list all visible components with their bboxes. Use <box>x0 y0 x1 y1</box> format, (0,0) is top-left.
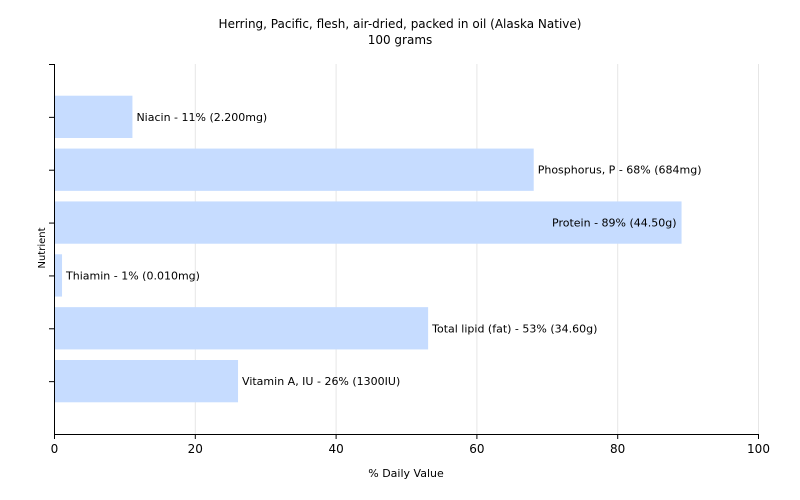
x-tick-label: 60 <box>469 442 484 456</box>
bar-label: Vitamin A, IU - 26% (1300IU) <box>242 375 400 388</box>
x-tick-label: 80 <box>610 442 625 456</box>
chart-subtitle: 100 grams <box>368 33 433 47</box>
bar-label: Total lipid (fat) - 53% (34.60g) <box>431 322 597 335</box>
bar <box>55 254 63 297</box>
x-tick-label: 0 <box>51 442 59 456</box>
bar <box>55 148 534 191</box>
x-tick-label: 40 <box>328 442 343 456</box>
chart-title: Herring, Pacific, flesh, air-dried, pack… <box>219 17 582 31</box>
x-tick-label: 20 <box>188 442 203 456</box>
bar-label: Niacin - 11% (2.200mg) <box>136 111 267 124</box>
bar-label: Protein - 89% (44.50g) <box>552 217 677 230</box>
bars: Niacin - 11% (2.200mg) Phosphorus, P - 68… <box>55 95 702 403</box>
bar <box>55 360 239 403</box>
bar-label: Thiamin - 1% (0.010mg) <box>65 269 200 282</box>
bar <box>55 307 429 350</box>
bar-label: Phosphorus, P - 68% (684mg) <box>538 164 702 177</box>
axes <box>49 64 759 435</box>
x-ticks: 0 20 40 60 80 100 <box>51 434 770 456</box>
bar <box>55 95 133 138</box>
y-axis-label: Nutrient <box>37 227 48 268</box>
bar <box>55 201 682 244</box>
x-tick-label: 100 <box>747 442 770 456</box>
x-axis-label: % Daily Value <box>368 467 444 480</box>
